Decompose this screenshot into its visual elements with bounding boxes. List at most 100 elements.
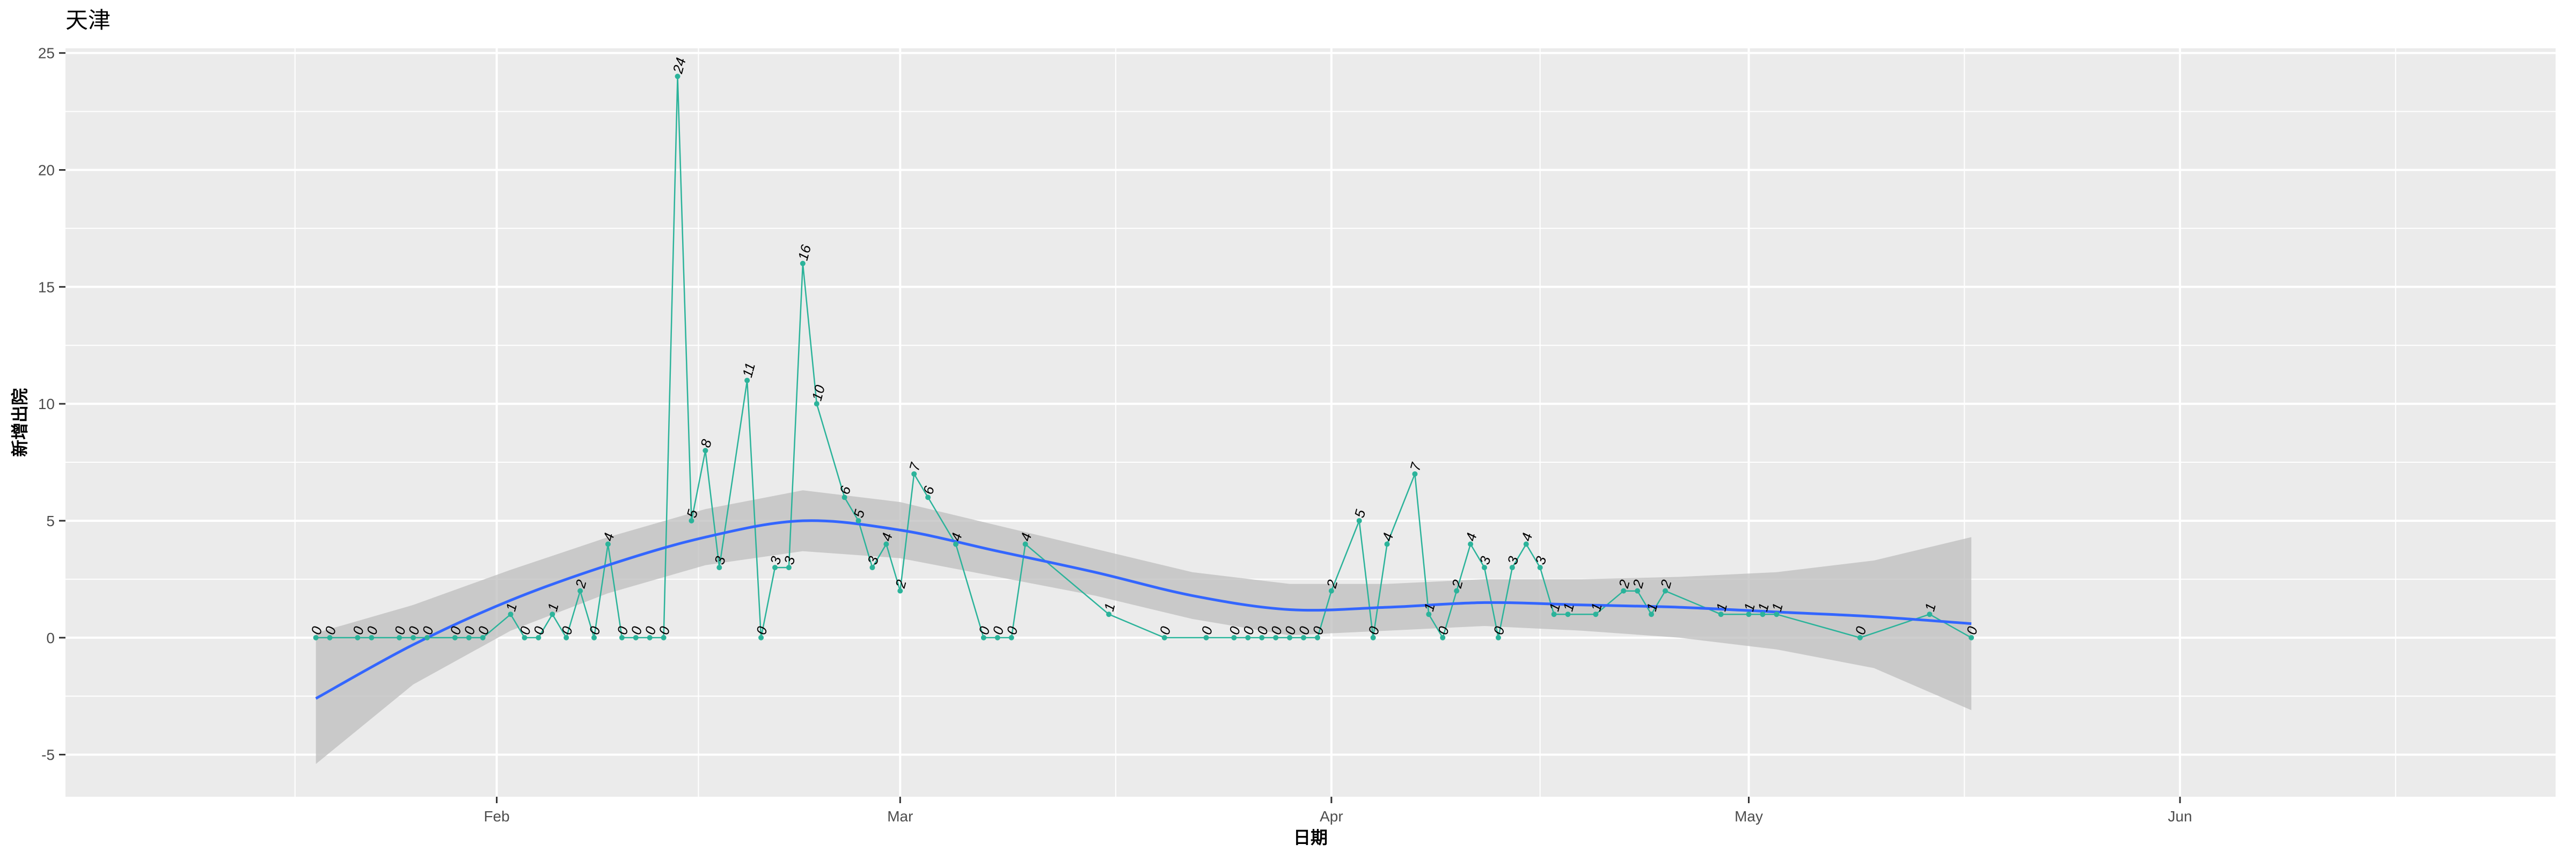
data-point <box>411 635 416 640</box>
y-tick-label: 20 <box>38 162 55 179</box>
data-point <box>1426 612 1432 617</box>
data-labels: 00 00 000 000100102040000245831103316106534… <box>308 56 1981 636</box>
data-point <box>897 588 903 594</box>
data-point <box>1565 612 1571 617</box>
data-point <box>1649 612 1655 617</box>
data-point <box>452 635 458 640</box>
data-point <box>1482 565 1488 571</box>
data-point <box>953 541 958 547</box>
data-point <box>994 635 1000 640</box>
data-point <box>814 401 819 407</box>
data-point <box>758 635 764 640</box>
data-point <box>1968 635 1974 640</box>
data-point <box>1008 635 1014 640</box>
data-points <box>313 74 1974 640</box>
data-point <box>508 612 514 617</box>
data-point <box>647 635 653 640</box>
data-point <box>1259 635 1265 640</box>
data-point <box>550 612 555 617</box>
data-point <box>1412 471 1418 477</box>
data-point <box>1663 588 1668 594</box>
data-point <box>327 635 333 640</box>
data-point <box>397 635 402 640</box>
x-tick-label: Apr <box>1320 808 1343 825</box>
data-point <box>772 565 778 571</box>
x-tick-label: Jun <box>2168 808 2192 825</box>
smooth-curve-layer <box>315 519 1972 700</box>
data-point <box>883 541 889 547</box>
data-point <box>1760 612 1766 617</box>
data-point <box>591 635 597 640</box>
data-point <box>522 635 528 640</box>
data-point <box>1468 541 1474 547</box>
data-point <box>536 635 541 640</box>
data-point <box>744 377 750 383</box>
chart-title: 天津 <box>65 7 111 33</box>
data-point <box>1301 635 1307 640</box>
data-point <box>1384 541 1390 547</box>
x-tick-label: May <box>1735 808 1763 825</box>
data-point <box>1231 635 1237 640</box>
data-point <box>911 471 917 477</box>
data-point <box>1440 635 1446 640</box>
y-tick-label: 15 <box>38 279 55 295</box>
data-point <box>1356 518 1362 523</box>
grid-lines <box>65 48 2556 797</box>
data-point <box>1245 635 1251 640</box>
data-point <box>1328 588 1334 594</box>
data-point <box>1495 635 1501 640</box>
data-point <box>355 635 361 640</box>
data-point <box>1537 565 1543 571</box>
data-point <box>1509 565 1515 571</box>
data-point <box>480 635 486 640</box>
data-point <box>369 635 375 640</box>
data-point <box>1454 588 1460 594</box>
data-point <box>800 260 806 266</box>
y-tick-label: 25 <box>38 45 55 62</box>
data-point <box>1551 612 1557 617</box>
data-point <box>661 635 667 640</box>
series-line-layer <box>316 76 1972 639</box>
data-point <box>786 565 792 571</box>
series-line <box>316 76 1972 639</box>
y-tick-label: 0 <box>46 630 55 646</box>
data-point <box>633 635 639 640</box>
data-point <box>1635 588 1641 594</box>
smooth-curve <box>315 519 1972 700</box>
confidence-band <box>316 490 1972 764</box>
data-point <box>675 74 680 79</box>
data-point <box>1857 635 1863 640</box>
x-axis: Feb Mar Apr May Jun <box>484 797 2192 825</box>
data-point <box>1287 635 1293 640</box>
data-point <box>1593 612 1599 617</box>
data-point <box>1161 635 1167 640</box>
data-point <box>1718 612 1724 617</box>
x-axis-title: 日期 <box>1293 827 1328 848</box>
data-point <box>1106 612 1112 617</box>
data-point <box>619 635 625 640</box>
data-point <box>980 635 986 640</box>
y-tick-label: 5 <box>46 513 55 529</box>
data-point <box>1774 612 1780 617</box>
data-point <box>1314 635 1320 640</box>
data-point <box>605 541 611 547</box>
y-tick-label: -5 <box>41 747 55 763</box>
y-tick-label: 10 <box>38 396 55 412</box>
x-tick-label: Mar <box>887 808 913 825</box>
data-point <box>577 588 583 594</box>
data-point <box>689 518 694 523</box>
data-point <box>1022 541 1028 547</box>
data-point <box>564 635 569 640</box>
data-point <box>855 518 861 523</box>
data-point <box>1203 635 1209 640</box>
data-point <box>702 448 708 454</box>
data-point <box>466 635 472 640</box>
data-point <box>869 565 875 571</box>
data-point <box>841 494 847 500</box>
y-axis: -5 0 5 10 15 20 25 <box>38 45 65 763</box>
data-point <box>1621 588 1627 594</box>
y-axis-title: 新增出院 <box>10 388 30 457</box>
data-point <box>1370 635 1376 640</box>
